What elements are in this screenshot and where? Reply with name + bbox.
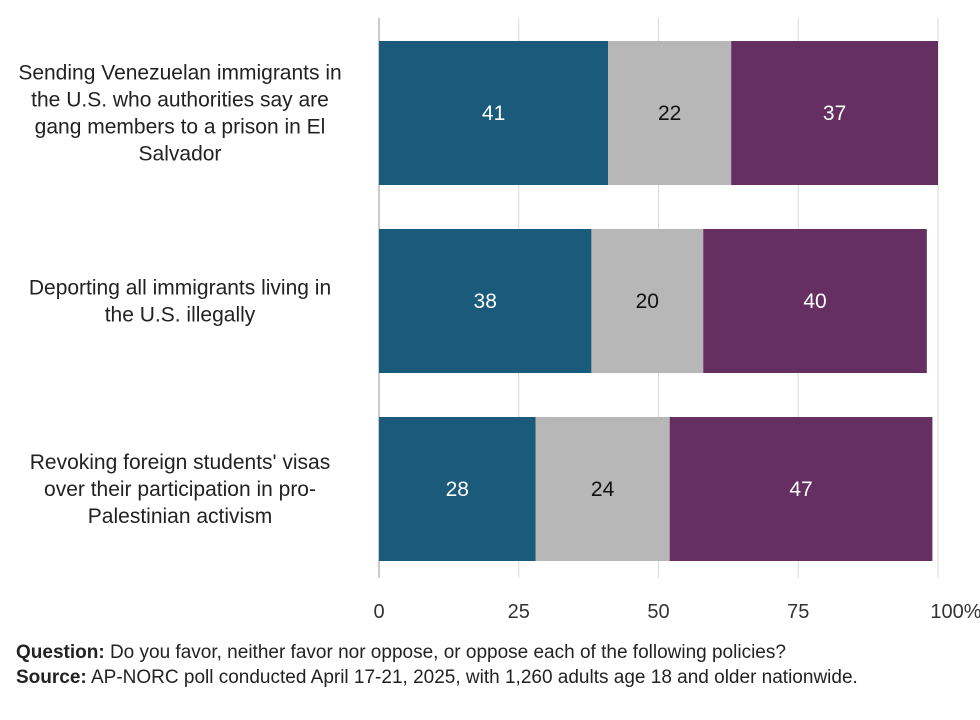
x-tick-label: 0 <box>373 601 384 623</box>
bar-value-label: 40 <box>803 290 826 313</box>
category-label-line: Sending Venezuelan immigrants in <box>18 62 341 85</box>
bar-segment <box>379 229 592 373</box>
question-text: Do you favor, neither favor nor oppose, … <box>104 642 786 663</box>
category-label-line: Deporting all immigrants living in <box>29 277 331 300</box>
category-label-line: Palestinian activism <box>88 505 272 528</box>
x-tick-label: 100% <box>930 601 980 623</box>
category-label-line: over their participation in pro- <box>44 478 316 501</box>
category-label: Sending Venezuelan immigrants in the U.S.… <box>18 62 341 166</box>
bar-value-label: 47 <box>789 478 812 501</box>
bar-value-label: 37 <box>823 102 846 125</box>
source-label: Source: <box>16 667 87 688</box>
x-axis-ticks: 0 25 50 75 100% <box>373 601 980 623</box>
bar-value-label: 41 <box>482 102 505 125</box>
source-note: Source: AP-NORC poll conducted April 17-… <box>16 665 966 690</box>
bars: 41 22 37 38 20 40 28 24 47 <box>379 41 938 561</box>
category-label-line: gang members to a prison in El <box>35 116 326 139</box>
category-label-line: the U.S. illegally <box>105 304 256 327</box>
bar-segment <box>591 229 704 373</box>
question-note: Question: Do you favor, neither favor no… <box>16 640 966 665</box>
bar-segment <box>379 41 609 185</box>
source-text: AP-NORC poll conducted April 17-21, 2025… <box>86 667 858 688</box>
question-label: Question: <box>16 642 105 663</box>
bar-segment <box>608 41 732 185</box>
x-tick-label: 25 <box>508 601 530 623</box>
bar-segment <box>379 417 536 561</box>
bar-value-label: 28 <box>446 478 469 501</box>
category-label: Revoking foreign students' visas over the… <box>30 451 331 528</box>
bar-value-label: 20 <box>636 290 659 313</box>
chart-footer: Question: Do you favor, neither favor no… <box>16 640 966 690</box>
stacked-bar-chart: 41 22 37 38 20 40 28 24 47 Sending Venezuelan im… <box>18 18 980 623</box>
bar-segment <box>731 41 938 185</box>
bar-value-label: 24 <box>591 478 615 501</box>
bar-value-label: 38 <box>474 290 497 313</box>
bar-value-label: 22 <box>658 102 681 125</box>
category-label-line: Salvador <box>139 143 222 166</box>
x-tick-label: 75 <box>787 601 809 623</box>
x-tick-label: 50 <box>647 601 669 623</box>
bar-segment <box>669 417 933 561</box>
category-label-line: the U.S. who authorities say are <box>31 89 329 112</box>
bar-segment <box>535 417 670 561</box>
category-labels: Sending Venezuelan immigrants in the U.S.… <box>18 62 341 529</box>
category-label: Deporting all immigrants living in the U.… <box>29 277 331 327</box>
category-label-line: Revoking foreign students' visas <box>30 451 331 474</box>
bar-segment <box>703 229 927 373</box>
